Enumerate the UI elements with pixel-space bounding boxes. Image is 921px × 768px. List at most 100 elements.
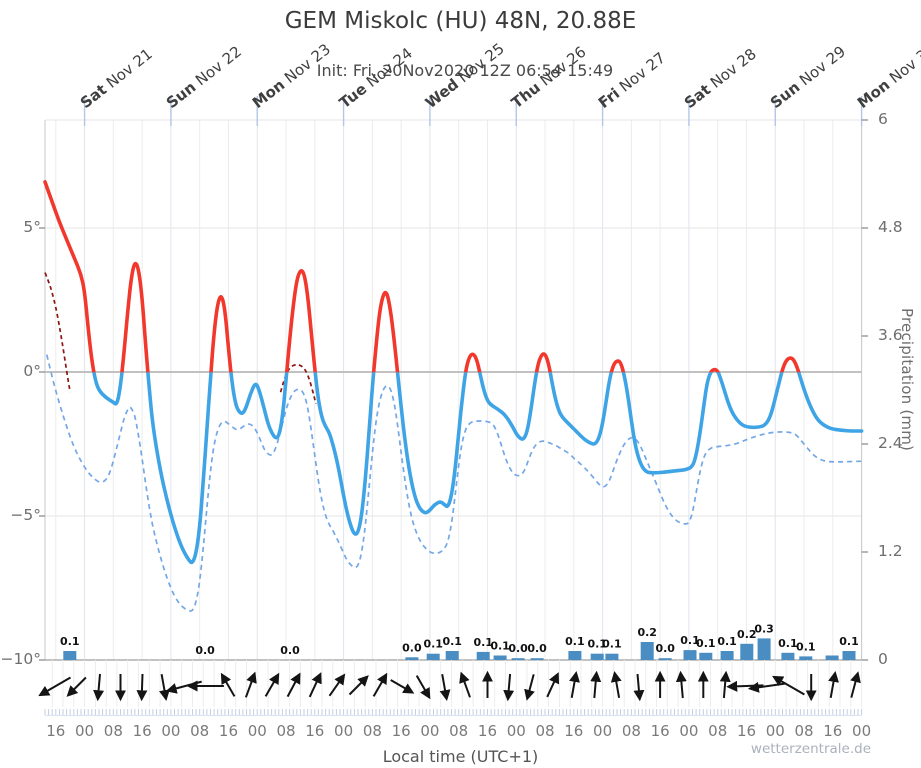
hour-tick-label: 16 (564, 722, 584, 740)
precip-bar (640, 642, 654, 660)
chart-title: GEM Miskolc (HU) 48N, 20.88E (284, 8, 637, 34)
temperature-line-below-zero (92, 372, 864, 565)
hour-tick-label: 08 (708, 722, 728, 740)
wind-arrow (415, 675, 431, 700)
precip-value-label: 0.1 (696, 637, 716, 650)
hour-tick-label: 08 (794, 722, 814, 740)
hour-tick-label: 16 (46, 722, 66, 740)
hour-tick-label: 08 (103, 722, 123, 740)
hour-tick-label: 08 (276, 722, 296, 740)
precip-value-label: 0.0 (508, 642, 528, 655)
precip-bar (757, 638, 771, 660)
precip-bar (405, 657, 419, 660)
hour-tick-label: 16 (218, 722, 238, 740)
precip-bar (568, 651, 582, 660)
right-axis-tick-label: 1.2 (878, 542, 903, 560)
wind-arrows (38, 670, 861, 702)
precip-bar (530, 658, 544, 660)
wind-arrow (390, 679, 415, 694)
precip-value-label: 0.1 (796, 640, 816, 653)
right-axis-tick-label: 3.6 (878, 326, 903, 344)
precip-bar (699, 652, 713, 660)
precip-value-label: 0.0 (402, 641, 422, 654)
precip-value-label: 0.1 (60, 635, 80, 648)
wind-arrow (220, 672, 236, 697)
precip-value-label: 0.0 (195, 644, 215, 657)
hour-tick-label: 00 (247, 722, 267, 740)
hour-tick-label: 16 (305, 722, 325, 740)
precip-value-label: 0.1 (839, 635, 859, 648)
hour-tick-label: 00 (679, 722, 699, 740)
hour-tick-label: 08 (621, 722, 641, 740)
precip-value-label: 0.1 (680, 634, 700, 647)
wind-arrow (38, 676, 72, 697)
precipitation-bars: 0.10.0 0.0 0.0 0.1 0.1 0.10.10.0 0.00.1 0.10.10… (60, 622, 859, 660)
precip-value-label: 0.1 (423, 638, 443, 651)
precip-bar (825, 655, 839, 660)
precip-value-label: 0.1 (442, 635, 462, 648)
precip-bar (511, 658, 525, 660)
hour-tick-label: 08 (449, 722, 469, 740)
wind-arrow (136, 673, 148, 702)
precip-bar (658, 658, 672, 660)
precip-bar (799, 656, 813, 660)
wind-arrow (719, 670, 731, 699)
watermark: wetterzentrale.de (750, 741, 871, 757)
precip-value-label: 0.0 (527, 642, 547, 655)
precip-value-label: 0.2 (737, 628, 757, 641)
hour-tick-label: 08 (535, 722, 555, 740)
precip-bar (493, 655, 507, 660)
precip-value-label: 0.1 (587, 638, 607, 651)
precip-value-label: 0.1 (778, 637, 798, 650)
right-axis-tick-label: 4.8 (878, 218, 903, 236)
precip-bar (590, 653, 604, 660)
hour-tick-label: 08 (362, 722, 382, 740)
wind-arrow (850, 671, 861, 698)
wind-arrow (633, 673, 645, 702)
wind-arrow (610, 670, 622, 698)
hour-tick-label: 00 (420, 722, 440, 740)
wind-arrow (372, 672, 388, 697)
wind-arrow (439, 674, 451, 702)
wind-arrow (159, 674, 170, 702)
precip-bar (63, 651, 77, 660)
wind-arrow (546, 672, 560, 698)
wind-arrow (459, 671, 471, 698)
wind-arrow (66, 676, 87, 697)
grid (39, 96, 869, 716)
left-axis-tick-label: 0° (23, 362, 41, 380)
left-axis-tick-label: 5° (23, 218, 41, 236)
precip-value-label: 0.1 (490, 640, 510, 653)
hour-tick-label: 16 (736, 722, 757, 740)
right-axis-tick-label: 6 (878, 110, 888, 128)
precip-value-label: 0.1 (602, 638, 622, 651)
wind-arrow (264, 672, 280, 697)
wind-arrow (348, 675, 369, 696)
hour-tick-label: 00 (334, 722, 354, 740)
hour-tick-label: 00 (765, 722, 785, 740)
precip-bar (842, 651, 856, 660)
wind-arrow (569, 670, 580, 698)
precip-bar (445, 651, 459, 660)
precip-bar (740, 643, 754, 660)
dew-point-line (45, 354, 862, 612)
chart-subtitle: Init: Fri, 20Nov2020 12Z 06:54 15:49 (316, 61, 614, 80)
hour-tick-label: 16 (823, 722, 843, 740)
left-axis-tick-label: −5° (10, 506, 41, 524)
hour-tick-label: 00 (852, 722, 872, 740)
right-axis-tick-label: 2.4 (878, 434, 903, 452)
precip-bar (426, 653, 440, 660)
precip-bar (683, 650, 697, 660)
wind-arrow (828, 670, 839, 698)
precip-value-label: 0.3 (754, 622, 774, 635)
right-axis-title: Precipitation (mm) (898, 308, 916, 452)
right-axis-tick-label: 0 (878, 650, 888, 668)
precip-bar (605, 653, 619, 660)
hour-tick-label: 16 (391, 722, 411, 740)
precip-bar (720, 651, 734, 660)
wind-arrow (328, 673, 346, 697)
precip-bar (781, 652, 795, 660)
wind-arrow (308, 672, 322, 698)
